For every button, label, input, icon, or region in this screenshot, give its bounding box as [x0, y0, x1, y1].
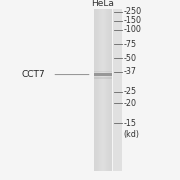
Bar: [103, 9, 104, 171]
Bar: [120, 9, 121, 171]
Bar: [119, 9, 120, 171]
Bar: [113, 9, 114, 171]
Bar: [102, 9, 103, 171]
Bar: [114, 9, 115, 171]
Bar: [105, 9, 106, 171]
Text: -25: -25: [123, 87, 136, 96]
Bar: [94, 71, 112, 72]
Bar: [99, 9, 100, 171]
Bar: [97, 9, 98, 171]
Text: -37: -37: [123, 68, 136, 76]
Bar: [101, 9, 102, 171]
Text: -20: -20: [123, 99, 136, 108]
Text: HeLa: HeLa: [91, 0, 114, 8]
Bar: [96, 9, 97, 171]
Text: -100: -100: [123, 25, 141, 34]
Text: -15: -15: [123, 119, 136, 128]
Bar: [94, 9, 95, 171]
Bar: [111, 9, 112, 171]
Bar: [109, 9, 110, 171]
Bar: [106, 9, 107, 171]
Bar: [112, 9, 113, 171]
Bar: [110, 9, 111, 171]
Bar: [95, 9, 96, 171]
Text: -150: -150: [123, 16, 141, 25]
Bar: [118, 9, 119, 171]
Text: (kd): (kd): [123, 130, 139, 139]
Bar: [121, 9, 122, 171]
Bar: [94, 73, 112, 76]
Bar: [98, 9, 99, 171]
Bar: [94, 9, 95, 171]
Text: CCT7: CCT7: [22, 70, 45, 79]
Text: -50: -50: [123, 54, 136, 63]
Bar: [116, 9, 117, 171]
Bar: [103, 9, 104, 171]
Bar: [115, 9, 116, 171]
Bar: [94, 77, 112, 79]
Bar: [100, 9, 101, 171]
Text: -75: -75: [123, 40, 136, 49]
Bar: [108, 9, 109, 171]
Text: -250: -250: [123, 7, 141, 16]
Bar: [104, 9, 105, 171]
